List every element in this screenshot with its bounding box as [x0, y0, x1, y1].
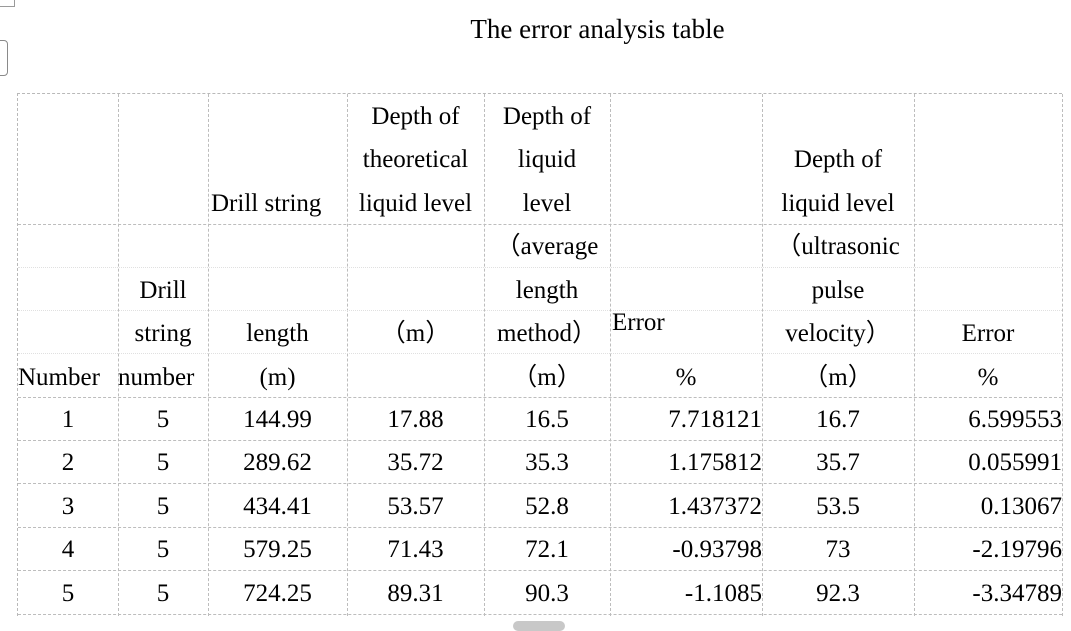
header-average-depth-line2: liquid — [517, 146, 577, 173]
cell-average-depth: 72.1 — [525, 536, 569, 563]
header-theoretical-depth-line1: Depth of — [371, 103, 460, 130]
cell-number: 5 — [61, 580, 75, 607]
cell-drill-string-number: 5 — [156, 449, 170, 476]
header-ultrasonic-depth-line1: Depth of — [793, 146, 883, 173]
cell-number: 1 — [61, 406, 75, 433]
cell-theoretical-depth: 17.88 — [387, 406, 444, 433]
cell-average-depth: 52.8 — [525, 493, 569, 520]
header-theoretical-depth-unit: （m） — [380, 320, 451, 347]
cell-ultrasonic-depth: 92.3 — [816, 580, 860, 607]
cell-number: 2 — [61, 449, 75, 476]
header-average-depth-line1: Depth of — [502, 103, 592, 130]
cell-error-2: -2.19796 — [972, 536, 1062, 563]
header-ultrasonic-depth-line5: velocity） — [785, 320, 891, 347]
cell-error-1: -0.93798 — [672, 536, 762, 563]
header-error-1-unit: % — [675, 364, 697, 391]
header-error-2-unit: % — [977, 364, 999, 391]
cell-error-2: 0.13067 — [980, 493, 1062, 520]
cell-number: 4 — [61, 536, 75, 563]
cell-drill-string-number: 5 — [156, 536, 170, 563]
header-error-2: Error — [961, 320, 1015, 347]
selection-corner-mark — [0, 0, 15, 7]
header-ultrasonic-depth-line3: （ultrasonic — [776, 233, 900, 260]
cell-theoretical-depth: 53.57 — [387, 493, 444, 520]
cell-error-2: 0.055991 — [968, 449, 1062, 476]
header-average-depth-line3: level — [522, 190, 572, 217]
error-analysis-table: Number Drill string number Drill string … — [17, 93, 1063, 616]
cell-theoretical-depth: 89.31 — [387, 580, 444, 607]
cell-average-depth: 16.5 — [525, 406, 569, 433]
cell-error-1: 7.718121 — [668, 406, 762, 433]
header-ultrasonic-depth-line4: pulse — [811, 277, 865, 304]
cell-ultrasonic-depth: 53.5 — [816, 493, 860, 520]
header-theoretical-depth-line2: theoretical — [362, 146, 469, 173]
header-number: Number — [18, 364, 100, 391]
header-drill-string-number-line3: number — [118, 364, 195, 391]
header-drill-string-length-line1: Drill string — [211, 190, 322, 217]
cell-drill-string-number: 5 — [156, 406, 170, 433]
cell-ultrasonic-depth: 35.7 — [816, 449, 860, 476]
header-theoretical-depth-line3: liquid level — [358, 190, 473, 217]
cell-drill-string-length: 289.62 — [243, 449, 312, 476]
resize-handle[interactable] — [0, 40, 8, 76]
header-average-depth-line4: （average — [495, 233, 599, 260]
cell-drill-string-length: 144.99 — [243, 406, 312, 433]
header-drill-string-number-line1: Drill — [139, 277, 187, 304]
header-error-1: Error — [612, 309, 665, 336]
header-drill-string-length-line3: (m) — [259, 364, 296, 391]
cell-error-2: -3.34789 — [972, 580, 1062, 607]
table-title: The error analysis table — [470, 14, 725, 44]
cell-drill-string-length: 434.41 — [243, 493, 312, 520]
header-ultrasonic-depth-line2: liquid level — [781, 190, 895, 217]
cell-error-1: -1.1085 — [684, 580, 762, 607]
cell-ultrasonic-depth: 73 — [825, 536, 851, 563]
cell-drill-string-number: 5 — [156, 580, 170, 607]
header-average-depth-line5: length — [515, 277, 579, 304]
cell-theoretical-depth: 71.43 — [387, 536, 444, 563]
cell-drill-string-length: 724.25 — [243, 580, 312, 607]
cell-average-depth: 35.3 — [525, 449, 569, 476]
header-ultrasonic-depth-unit: （m） — [803, 364, 873, 391]
cell-ultrasonic-depth: 16.7 — [816, 406, 860, 433]
header-average-depth-unit: （m） — [512, 364, 582, 391]
cell-average-depth: 90.3 — [525, 580, 569, 607]
cell-error-1: 1.437372 — [668, 493, 762, 520]
header-average-depth-line6: method） — [497, 320, 597, 347]
cell-error-2: 6.599553 — [968, 406, 1062, 433]
cell-theoretical-depth: 35.72 — [387, 449, 444, 476]
cell-number: 3 — [61, 493, 75, 520]
header-drill-string-number-line2: string — [134, 320, 192, 347]
cell-drill-string-length: 579.25 — [243, 536, 312, 563]
cell-error-1: 1.175812 — [668, 449, 762, 476]
horizontal-scrollbar-thumb[interactable] — [513, 621, 565, 631]
cell-drill-string-number: 5 — [156, 493, 170, 520]
header-drill-string-length-line2: length — [246, 320, 309, 347]
